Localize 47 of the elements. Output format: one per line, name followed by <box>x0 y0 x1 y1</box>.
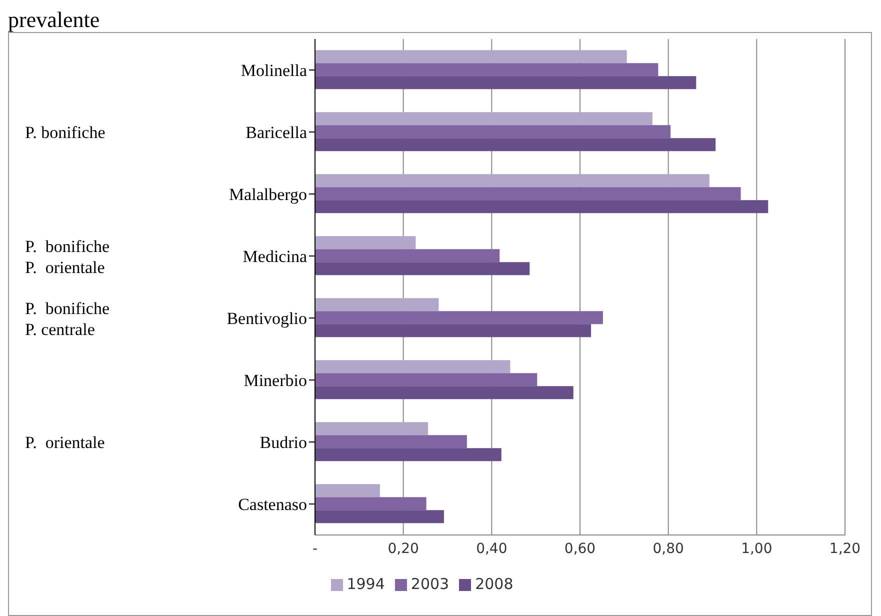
bar <box>315 262 530 276</box>
x-tick-label: - <box>312 540 318 557</box>
y-tick-label: Budrio <box>260 433 307 452</box>
bar <box>315 324 592 338</box>
x-tick-label: 1,00 <box>741 540 772 557</box>
bar <box>315 138 716 152</box>
bar <box>315 174 710 188</box>
text: P. bonifiche <box>25 123 106 142</box>
bar <box>315 76 696 90</box>
legend-label: 2003 <box>410 575 450 593</box>
x-tick-label: 1,20 <box>829 540 861 557</box>
bar <box>315 63 658 76</box>
bar <box>315 435 467 448</box>
x-tick-label: 0,80 <box>652 540 684 557</box>
y-tick-label: Castenaso <box>238 495 307 514</box>
bar <box>315 373 538 386</box>
bar <box>315 236 416 250</box>
bar <box>315 200 768 214</box>
text: P. bonifiche P. orientale <box>25 237 110 277</box>
bar <box>315 187 741 200</box>
y-tick-label: Bentivoglio <box>226 309 307 328</box>
bar <box>315 484 380 498</box>
bar <box>315 311 603 324</box>
x-tick-label: 0,20 <box>388 540 419 557</box>
bar <box>315 249 500 262</box>
text: prevalente <box>8 7 101 32</box>
text: P. bonifiche P. centrale <box>25 299 110 339</box>
bar <box>315 360 510 374</box>
bar <box>315 112 652 126</box>
x-tick-label: 0,60 <box>564 540 596 557</box>
y-tick-label: Minerbio <box>244 371 307 390</box>
y-tick-label: Molinella <box>240 61 308 80</box>
bar <box>315 386 574 400</box>
x-tick-label: 0,40 <box>476 540 508 557</box>
bar <box>315 510 444 524</box>
text: P. orientale <box>25 433 105 452</box>
y-tick-label: Malalbergo <box>228 185 307 204</box>
bar <box>315 422 428 436</box>
bar <box>315 448 502 462</box>
y-tick-label: Baricella <box>246 123 308 142</box>
bar <box>315 125 671 138</box>
legend-label: 1994 <box>346 575 385 593</box>
bar <box>315 497 426 510</box>
bar <box>315 298 439 312</box>
legend-label: 2008 <box>475 575 514 593</box>
bar <box>315 50 627 64</box>
y-tick-label: Medicina <box>242 247 308 266</box>
